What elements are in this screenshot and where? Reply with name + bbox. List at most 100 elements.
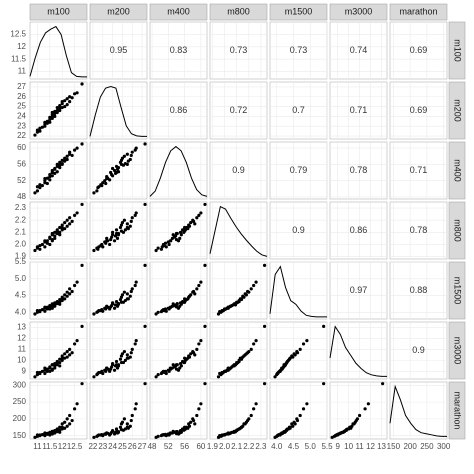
point (174, 303, 179, 307)
strip-label: m100 (47, 6, 70, 16)
x-tick-label: 10 (344, 442, 353, 451)
point (218, 310, 222, 314)
y-tick-label: 150 (13, 431, 27, 440)
point (116, 166, 121, 170)
point (262, 382, 267, 386)
point (40, 125, 44, 129)
y-tick-label: 5.5 (15, 257, 27, 266)
correlation: 0.95 (110, 45, 128, 55)
point (254, 280, 258, 284)
point (191, 351, 196, 355)
point (163, 307, 168, 311)
point (63, 420, 67, 424)
point (33, 191, 37, 195)
point (133, 283, 137, 288)
y-tick-label: 13 (17, 323, 26, 332)
point (187, 224, 192, 228)
point (128, 157, 132, 162)
point (53, 109, 57, 114)
point (123, 358, 127, 362)
point (48, 430, 52, 434)
point (97, 433, 101, 437)
point (108, 178, 112, 182)
point (354, 418, 358, 423)
strip-top (389, 3, 448, 21)
x-tick-label: 2.3 (255, 442, 267, 451)
point (120, 221, 125, 225)
strip-right (448, 81, 466, 140)
point (43, 366, 47, 370)
point (38, 309, 42, 313)
point (114, 427, 119, 431)
point (68, 222, 72, 226)
point (50, 306, 54, 310)
point (183, 225, 187, 230)
point (291, 424, 295, 428)
point (80, 82, 84, 86)
point (197, 213, 201, 217)
point (249, 413, 253, 418)
point (48, 433, 52, 437)
point (75, 339, 79, 343)
point (195, 216, 199, 220)
point (293, 353, 297, 357)
point (295, 418, 300, 423)
panel (89, 321, 148, 380)
y-tick-label: 2.3 (15, 203, 27, 212)
x-tick-label: 22 (88, 442, 97, 451)
point (203, 263, 207, 267)
point (120, 293, 125, 297)
point (103, 179, 107, 183)
point (108, 242, 112, 247)
point (134, 211, 138, 215)
x-tick-label: 11 (355, 442, 364, 451)
point (179, 430, 183, 434)
point (50, 231, 54, 236)
panel (269, 381, 328, 440)
point (97, 370, 101, 375)
point (105, 177, 109, 181)
point (171, 233, 175, 237)
point (109, 170, 113, 175)
y-tick-label: 9 (22, 366, 27, 375)
strip-label: m400 (167, 6, 190, 16)
point (183, 228, 188, 232)
correlation: 0.78 (410, 225, 428, 235)
point (182, 230, 186, 234)
point (249, 347, 253, 352)
point (226, 366, 230, 370)
point (33, 312, 37, 316)
point (110, 235, 114, 239)
point (339, 431, 343, 435)
point (252, 342, 256, 346)
point (65, 157, 69, 162)
point (282, 363, 286, 367)
point (53, 431, 57, 435)
point (75, 146, 79, 150)
correlation: 0.73 (290, 45, 308, 55)
point (68, 292, 72, 296)
point (133, 342, 137, 346)
point (40, 183, 44, 188)
point (133, 407, 137, 411)
point (187, 355, 192, 359)
point (80, 202, 84, 207)
correlation: 0.71 (410, 165, 428, 175)
point (114, 363, 119, 367)
point (60, 297, 64, 301)
point (63, 297, 67, 301)
x-tick-label: 1.9 (207, 442, 219, 451)
point (63, 356, 67, 360)
point (134, 402, 138, 406)
correlation: 0.69 (410, 45, 428, 55)
y-tick-label: 200 (13, 414, 27, 423)
point (55, 428, 59, 432)
point (226, 305, 230, 309)
point (53, 304, 57, 308)
point (38, 126, 42, 130)
point (179, 233, 183, 237)
point (111, 301, 115, 305)
point (229, 431, 233, 435)
point (114, 359, 119, 364)
point (35, 128, 40, 132)
